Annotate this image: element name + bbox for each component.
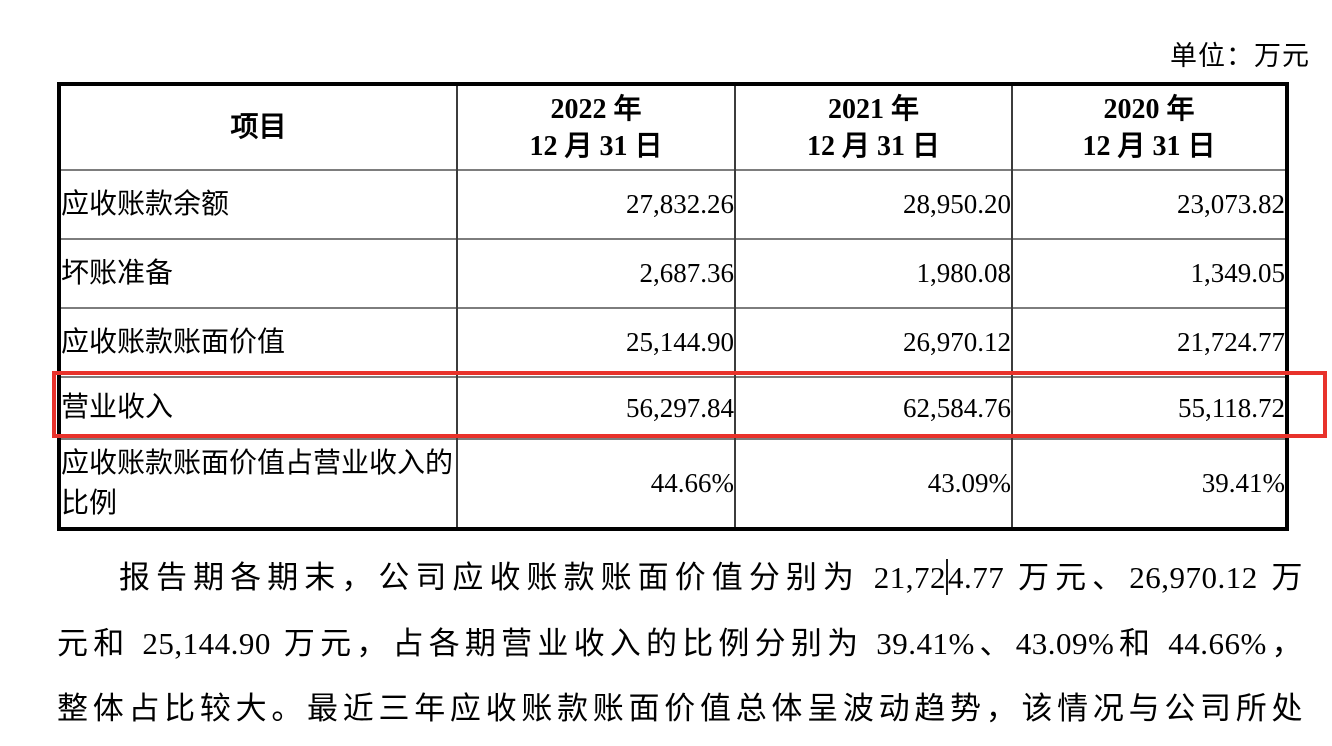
table-row: 应收账款账面价值 25,144.90 26,970.12 21,724.77 xyxy=(59,307,1287,377)
paragraph-line-1-after-cursor: 4.77 万元、26,970.12 万 xyxy=(948,560,1304,595)
row-label: 应收账款账面价值 xyxy=(59,307,457,377)
header-2021: 2021 年 12 月 31 日 xyxy=(734,84,1012,170)
header-2021-date: 12 月 31 日 xyxy=(806,130,940,162)
header-2022: 2022 年 12 月 31 日 xyxy=(456,84,735,170)
cell-value: 28,950.20 xyxy=(734,169,1012,239)
cell-value: 56,297.84 xyxy=(456,376,735,439)
row-label: 坏账准备 xyxy=(59,238,457,308)
header-2021-year: 2021 年 xyxy=(827,93,919,125)
paragraph-line-2: 元和 25,144.90 万元，占各期营业收入的比例分别为 39.41%、43.… xyxy=(57,625,1303,661)
paragraph-line-1-before-cursor: 报告期各期末，公司应收账款账面价值分别为 21,72 xyxy=(119,560,947,595)
cell-value: 26,970.12 xyxy=(734,307,1012,377)
unit-label: 单位：万元 xyxy=(1170,41,1310,71)
table-row: 应收账款余额 27,832.26 28,950.20 23,073.82 xyxy=(59,169,1287,239)
table-row-highlighted: 营业收入 56,297.84 62,584.76 55,118.72 xyxy=(59,376,1287,439)
table-row: 应收账款账面价值占营业收入的比例 44.66% 43.09% 39.41% xyxy=(59,438,1287,529)
header-2020-date: 12 月 31 日 xyxy=(1082,130,1216,162)
cell-value: 39.41% xyxy=(1011,438,1287,529)
cell-value: 21,724.77 xyxy=(1011,307,1287,377)
table-header-row: 项目 2022 年 12 月 31 日 2021 年 12 月 31 日 202… xyxy=(59,84,1287,170)
cell-value: 55,118.72 xyxy=(1011,376,1287,439)
cell-value: 2,687.36 xyxy=(456,238,735,308)
header-2022-date: 12 月 31 日 xyxy=(529,130,663,162)
cell-value: 25,144.90 xyxy=(456,307,735,377)
row-label: 应收账款账面价值占营业收入的比例 xyxy=(59,438,457,529)
header-2020-year: 2020 年 xyxy=(1103,93,1195,125)
text-cursor xyxy=(946,559,949,595)
cell-value: 27,832.26 xyxy=(456,169,735,239)
row-label: 营业收入 xyxy=(59,376,457,439)
cell-value: 23,073.82 xyxy=(1011,169,1287,239)
financial-table: 项目 2022 年 12 月 31 日 2021 年 12 月 31 日 202… xyxy=(57,82,1289,531)
cell-value: 44.66% xyxy=(456,438,735,529)
financial-table-container: 项目 2022 年 12 月 31 日 2021 年 12 月 31 日 202… xyxy=(52,82,1327,531)
paragraph-line-1: 报告期各期末，公司应收账款账面价值分别为 21,724.77 万元、26,970… xyxy=(57,545,1303,611)
header-2020: 2020 年 12 月 31 日 xyxy=(1011,84,1287,170)
cell-value: 43.09% xyxy=(734,438,1012,529)
body-paragraph: 报告期各期末，公司应收账款账面价值分别为 21,724.77 万元、26,970… xyxy=(57,545,1303,742)
header-2022-year: 2022 年 xyxy=(550,93,642,125)
cell-value: 62,584.76 xyxy=(734,376,1012,439)
row-label: 应收账款余额 xyxy=(59,169,457,239)
table-row: 坏账准备 2,687.36 1,980.08 1,349.05 xyxy=(59,238,1287,308)
paragraph-line-3: 整体占比较大。最近三年应收账款账面价值总体呈波动趋势，该情况与公司所处 xyxy=(57,691,1303,726)
header-item: 项目 xyxy=(230,112,287,143)
cell-value: 1,349.05 xyxy=(1011,238,1287,308)
cell-value: 1,980.08 xyxy=(734,238,1012,308)
